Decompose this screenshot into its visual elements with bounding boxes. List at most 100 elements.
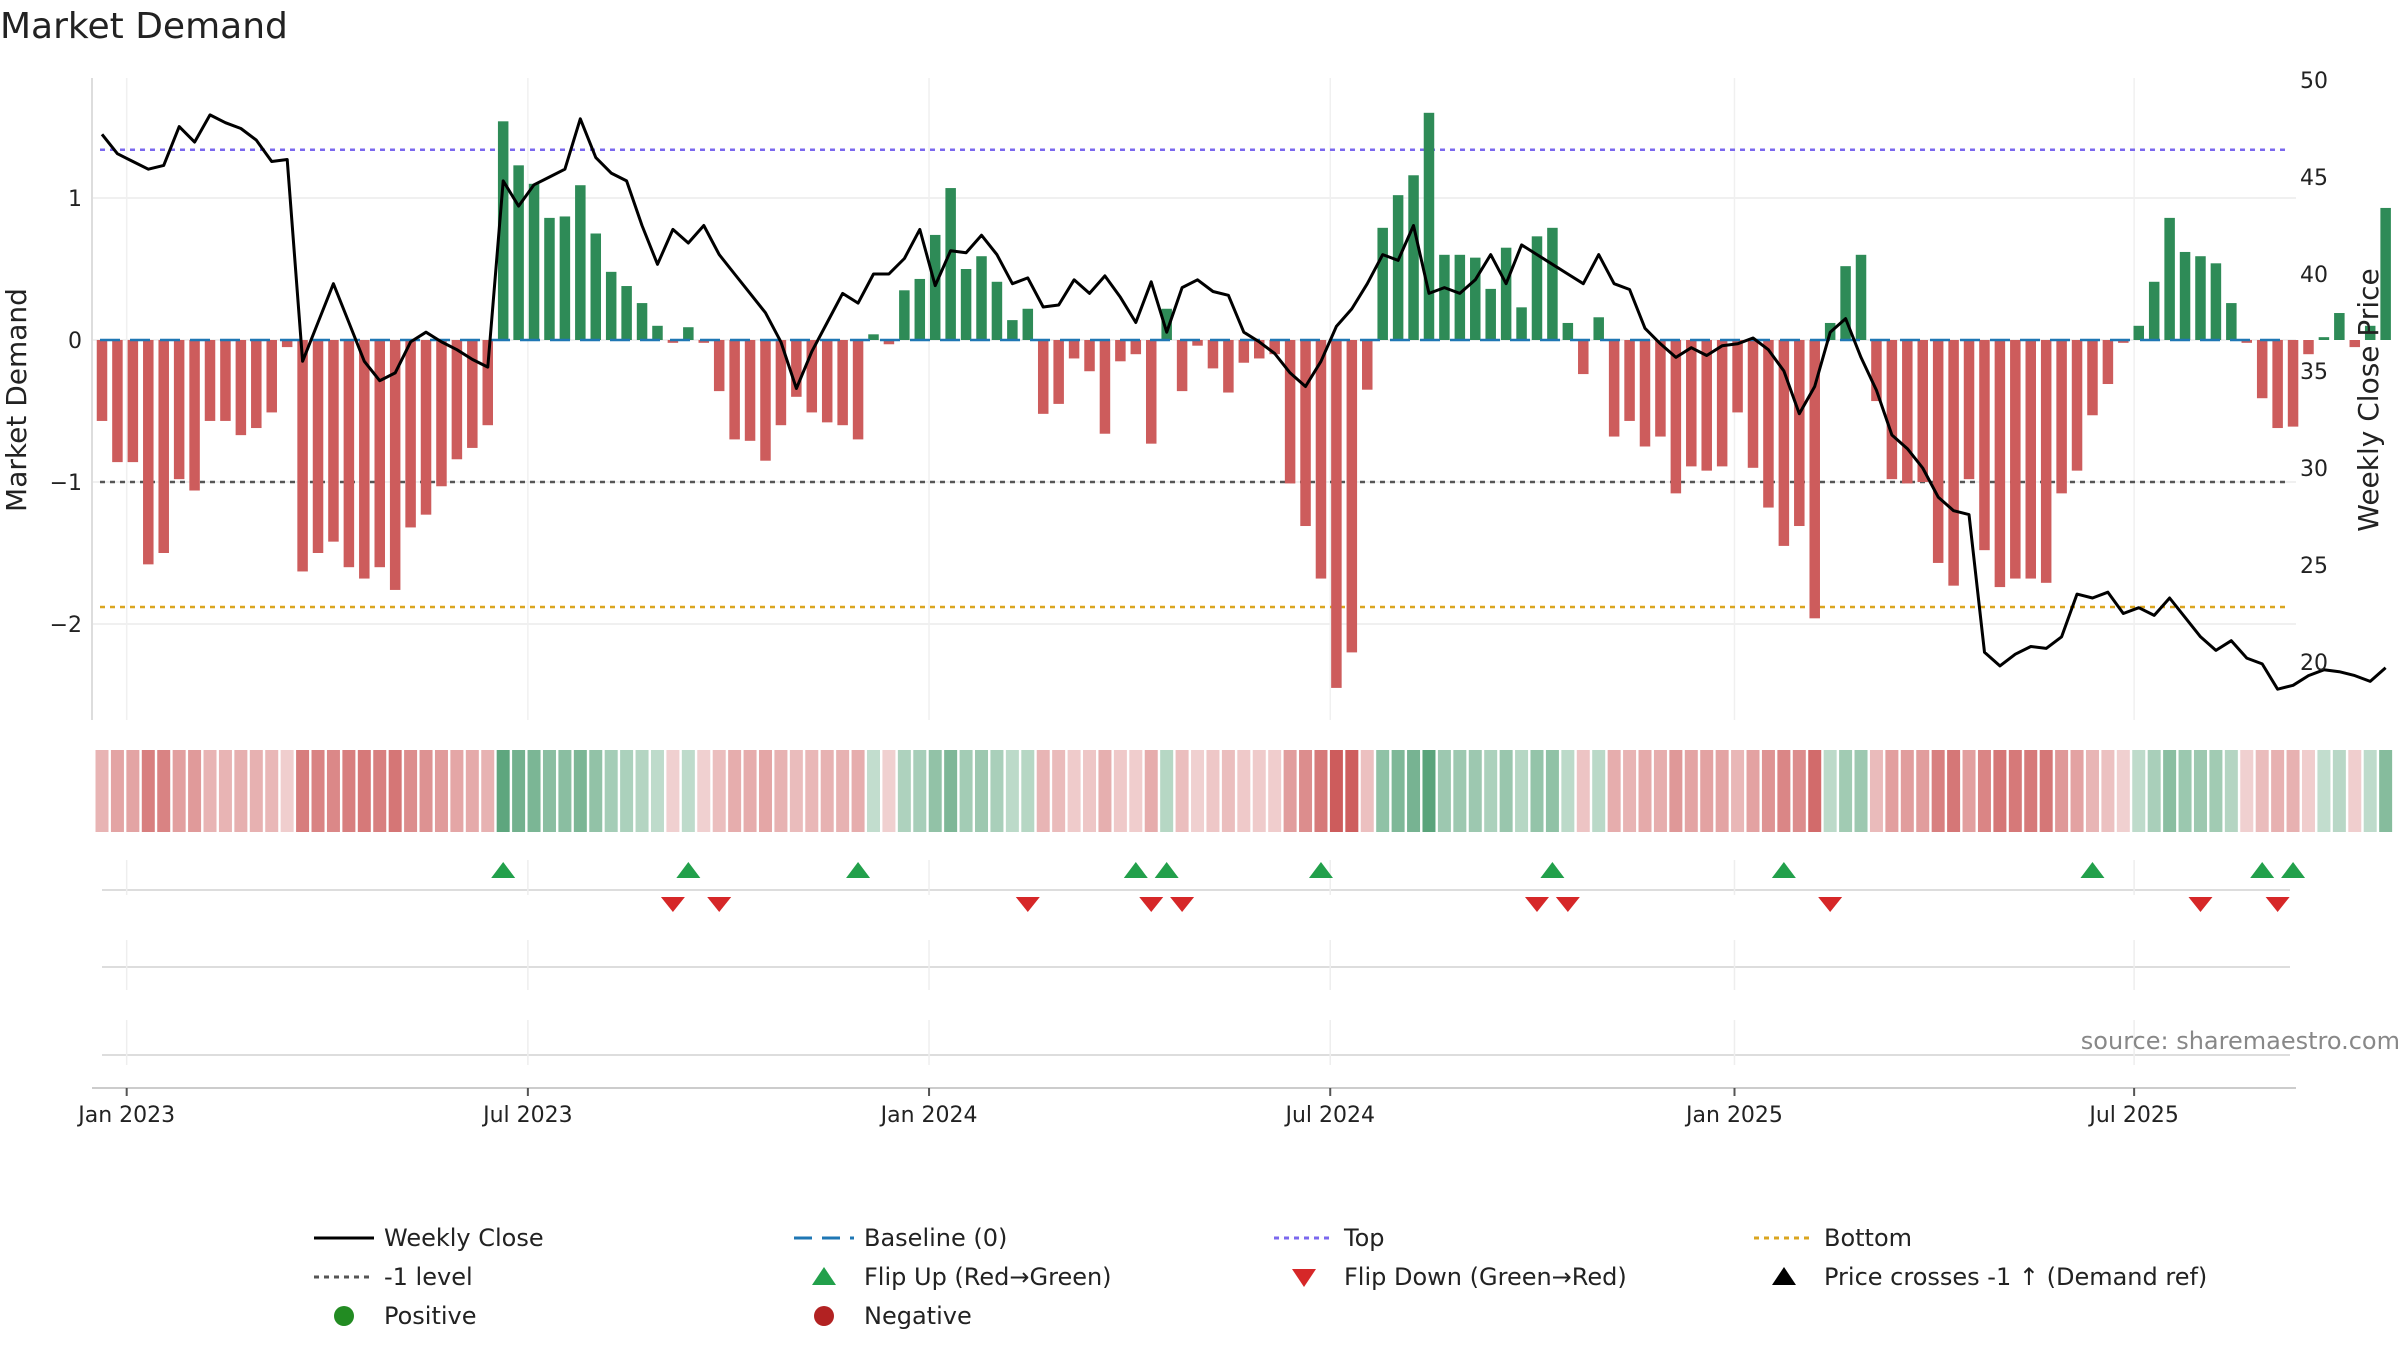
legend-swatch [1292, 1269, 1316, 1287]
strip-cell [728, 750, 742, 832]
chart-title: Market Demand [0, 6, 288, 47]
right-tick-label: 40 [2300, 263, 2328, 288]
strip-cell [589, 750, 603, 832]
demand-bar [1794, 340, 1805, 527]
strip-cell [2147, 750, 2161, 832]
demand-bar [297, 340, 308, 572]
price-line [100, 113, 2387, 691]
demand-bar [2087, 340, 2098, 416]
strip-cell [141, 750, 155, 832]
strip-cell [1854, 750, 1868, 832]
demand-bar [112, 340, 123, 463]
strip-cell [1299, 750, 1313, 832]
demand-bar [482, 340, 493, 426]
legend: Weekly Close Baseline (0) Top Bottom -1 leve… [314, 1224, 2207, 1330]
strip-cell [1684, 750, 1698, 832]
demand-bar [1593, 317, 1604, 340]
strip-cell [280, 750, 294, 832]
demand-bar [1639, 340, 1651, 447]
demand-bar [575, 185, 586, 340]
demand-bar [143, 340, 154, 565]
strip-cell [1468, 750, 1482, 832]
demand-bar [760, 340, 771, 461]
demand-bar [2210, 263, 2222, 340]
demand-bar [1994, 340, 2006, 588]
legend-label: Positive [384, 1302, 477, 1330]
strip-cell [1360, 750, 1374, 832]
strip-cell [666, 750, 680, 832]
strip-cell [820, 750, 834, 832]
strip-cell [1005, 750, 1019, 832]
demand-bar [605, 271, 617, 340]
demand-bar [2287, 340, 2299, 427]
flip-up-marker [1308, 862, 1333, 878]
strip-cell [2363, 750, 2377, 832]
demand-bar [559, 216, 571, 340]
right-tick-label: 30 [2300, 457, 2328, 482]
strip-cell [558, 750, 572, 832]
demand-bar [266, 340, 277, 413]
demand-bar [1022, 308, 1034, 340]
demand-bar [251, 340, 262, 429]
strip-cell [1777, 750, 1791, 832]
demand-bar [899, 290, 910, 340]
demand-bar [1084, 340, 1095, 372]
demand-bar [1516, 307, 1527, 340]
demand-bar [713, 340, 725, 392]
strip-cell [1623, 750, 1637, 832]
strip-cell [95, 750, 109, 832]
flip-down-marker [660, 897, 685, 912]
strip-cell [1329, 750, 1343, 832]
demand-bar [1932, 340, 1944, 563]
demand-bar [868, 334, 879, 340]
strip-cell [419, 750, 433, 832]
demand-bar [1254, 340, 1265, 359]
y-axis-label-left: Market Demand [0, 288, 33, 512]
strip-cell [1206, 750, 1220, 832]
demand-bar [1917, 340, 1928, 482]
axes: 1 0 −1 −2 50 45 40 35 30 25 20 [50, 69, 2328, 720]
demand-bar [1408, 175, 1419, 340]
demand-bar [1670, 340, 1682, 494]
demand-bar [1115, 340, 1126, 362]
demand-bar [220, 340, 231, 421]
demand-bar [1300, 340, 1311, 527]
strip-cell [512, 750, 526, 832]
demand-bar [281, 340, 293, 348]
demand-bar [775, 340, 787, 426]
strip-cell [1669, 750, 1683, 832]
demand-bar [1562, 322, 1574, 340]
strip-cell [604, 750, 618, 832]
strip-cell [2301, 750, 2315, 832]
left-tick-label: 1 [68, 187, 82, 212]
strip-cell [2070, 750, 2084, 832]
strip-cell [450, 750, 464, 832]
strip-cell [2317, 750, 2331, 832]
strip-cell [1345, 750, 1359, 832]
strip-cell [496, 750, 510, 832]
strip-cell [1113, 750, 1127, 832]
strip-cell [1607, 750, 1621, 832]
demand-bar [528, 183, 540, 340]
strip-cell [650, 750, 664, 832]
demand-bar [158, 340, 169, 553]
demand-bar [883, 340, 895, 345]
demand-bar [2256, 340, 2268, 399]
demand-bar [837, 340, 848, 426]
strip-cell [1237, 750, 1251, 832]
legend-label: Price crosses -1 ↑ (Demand ref) [1824, 1263, 2207, 1291]
demand-bar [1948, 340, 1959, 586]
demand-bar [1886, 340, 1898, 480]
y-axis-label-right: Weekly Close Price [2352, 268, 2385, 531]
demand-bars [96, 112, 2391, 688]
demand-bar [976, 256, 987, 340]
strip-cell [1731, 750, 1745, 832]
strip-cell [635, 750, 649, 832]
strip-cell [1561, 750, 1575, 832]
strip-cell [1977, 750, 1991, 832]
demand-bar [1392, 195, 1404, 340]
demand-bar [343, 340, 355, 568]
strip-cell [1144, 750, 1158, 832]
demand-bar [2179, 251, 2191, 340]
